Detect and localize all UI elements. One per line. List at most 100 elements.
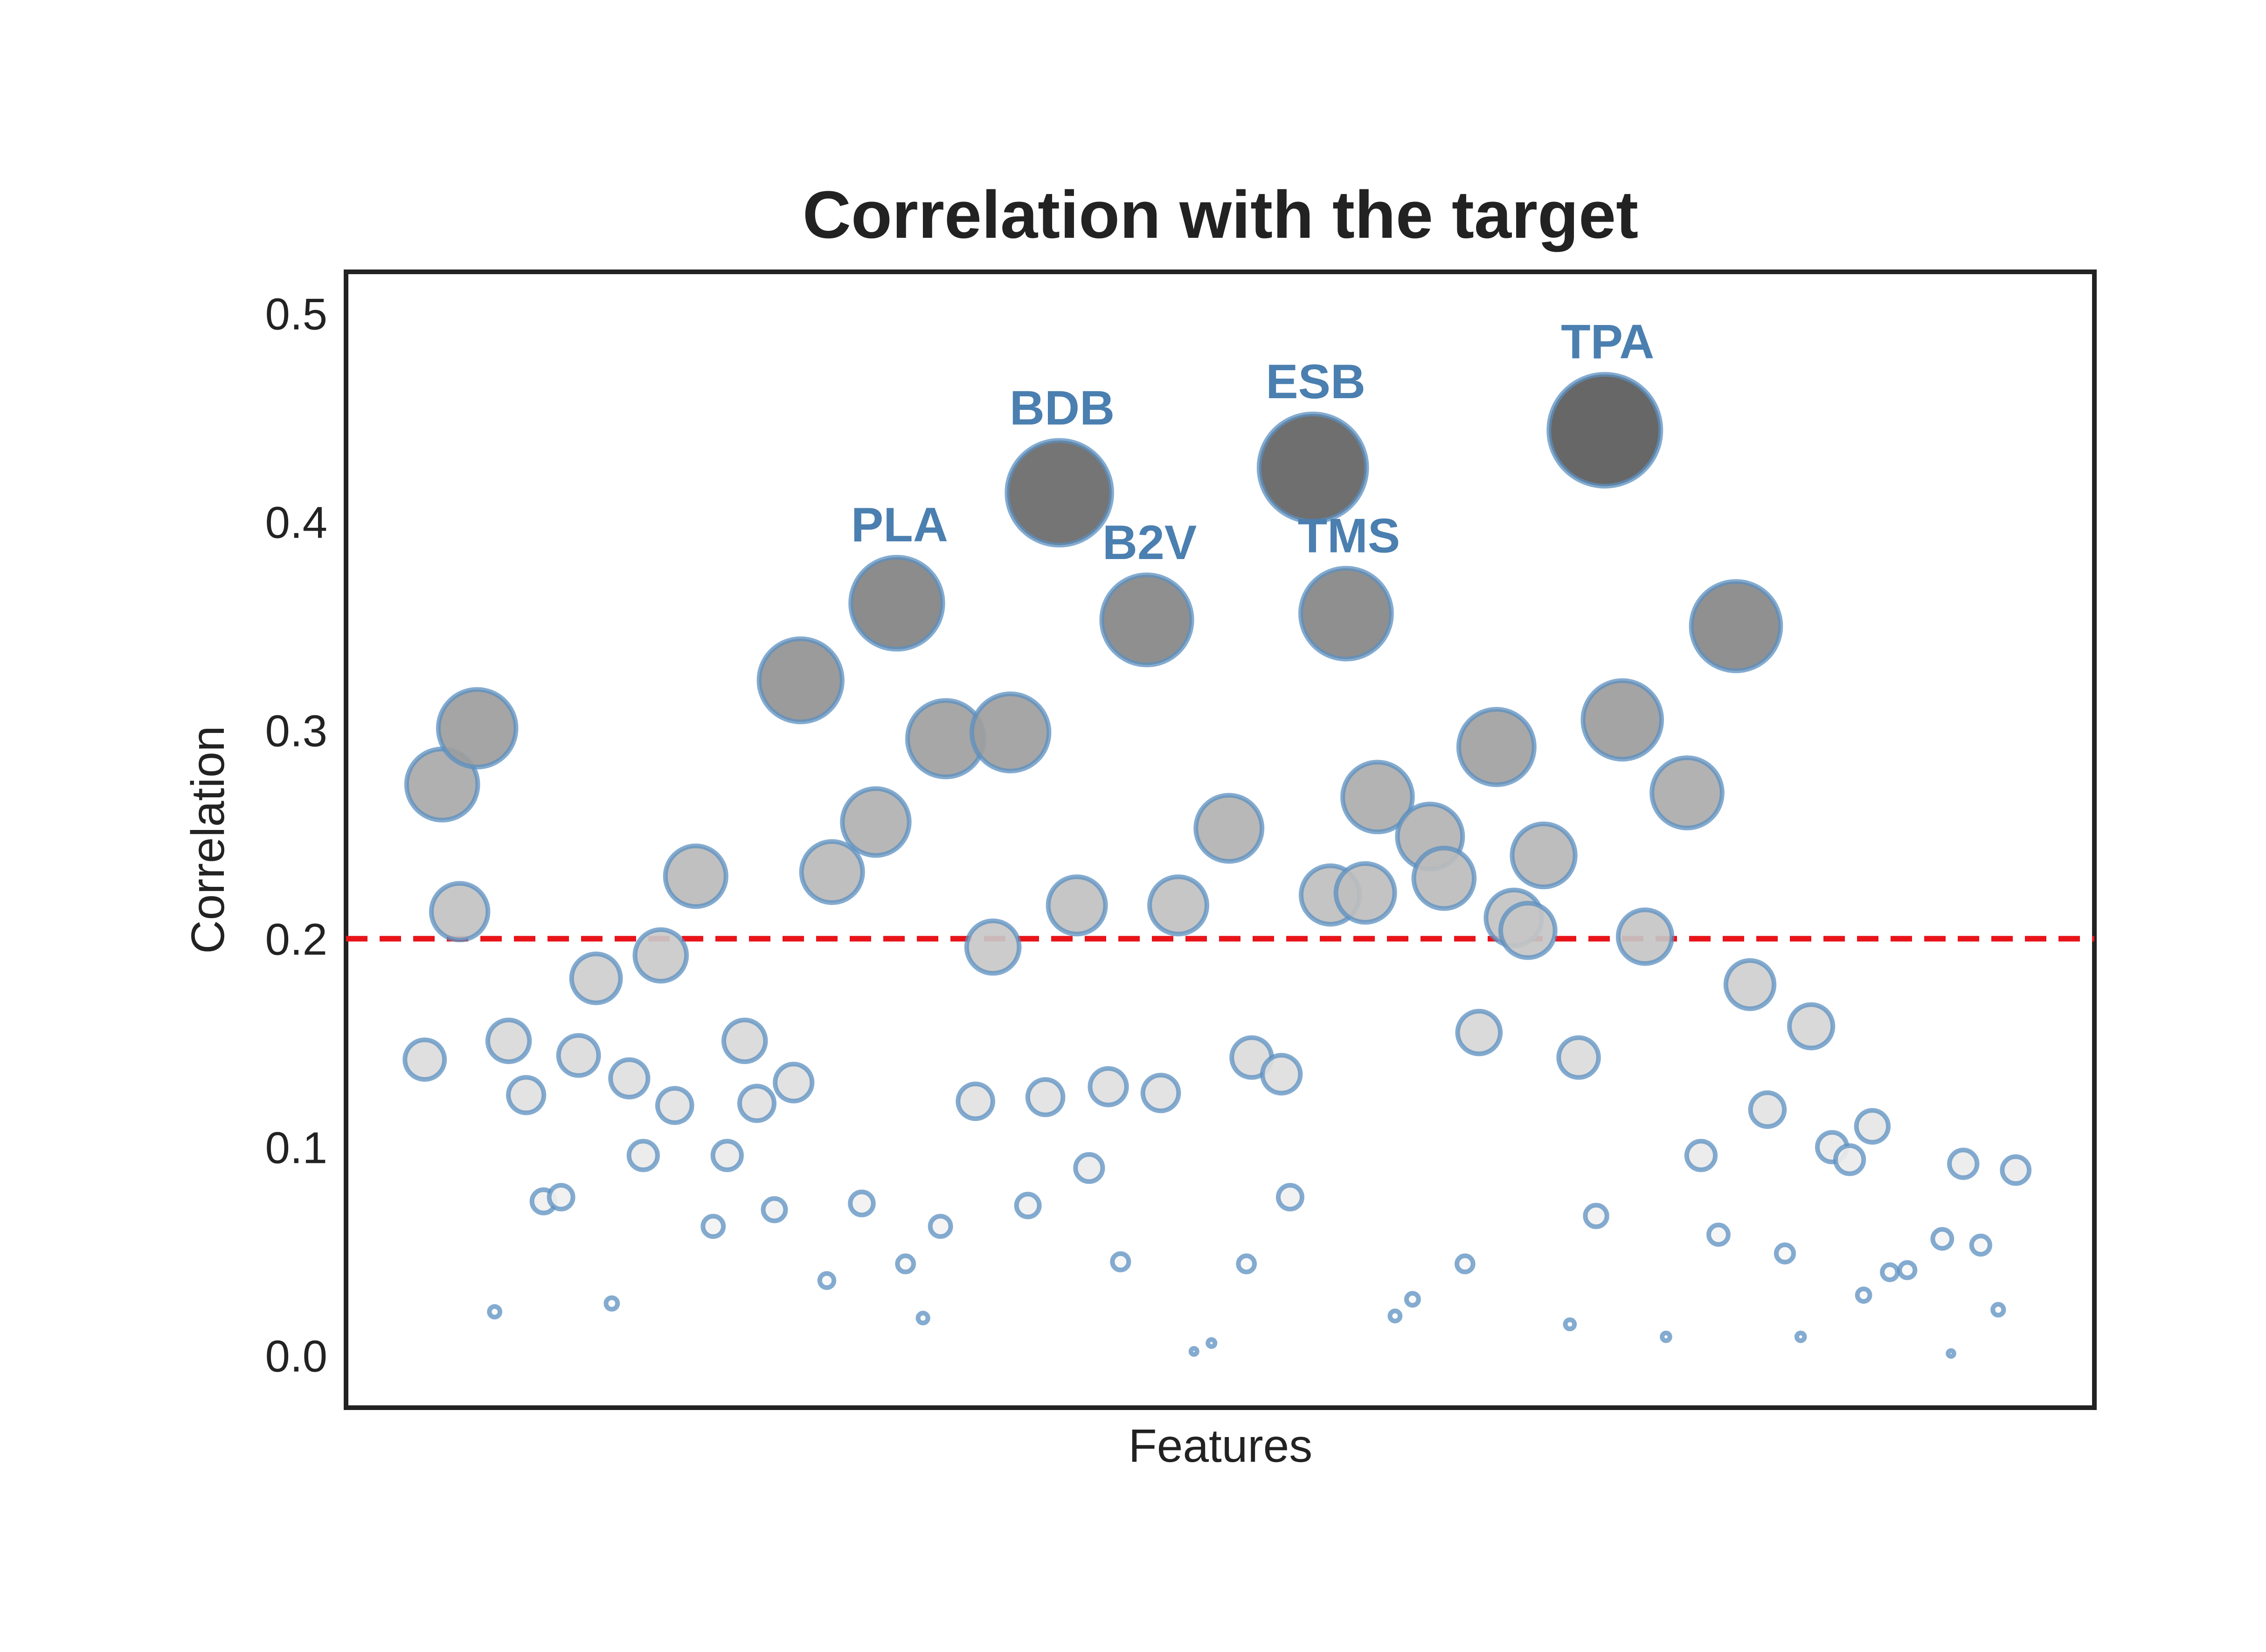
scatter-point [1340, 760, 1415, 835]
scatter-point [1854, 1108, 1891, 1145]
scatter-point [1455, 1253, 1476, 1274]
scatter-point [1748, 1090, 1787, 1129]
scatter-point [1947, 1147, 1980, 1180]
scatter-point [608, 1057, 651, 1099]
scatter-point [655, 1086, 694, 1125]
scatter-point [1404, 1291, 1421, 1308]
y-tick-label: 0.4 [265, 498, 327, 547]
scatter-point [1897, 1260, 1918, 1280]
scatter-point [1580, 678, 1664, 762]
scatter-point [603, 1295, 620, 1312]
y-tick-label: 0.1 [265, 1123, 327, 1173]
scatter-point [547, 1183, 575, 1212]
scatter-point [1510, 821, 1578, 890]
scatter-point [485, 1017, 532, 1064]
scatter-point [487, 1304, 503, 1320]
scatter-point [721, 1017, 768, 1064]
scatter-point [928, 1214, 953, 1239]
scatter-point [1014, 1191, 1042, 1219]
scatter-point [1256, 411, 1369, 524]
scatter-point [956, 1081, 995, 1121]
scatter-point [799, 839, 865, 905]
scatter-point [1236, 1253, 1257, 1274]
scatter-point [1787, 1002, 1836, 1051]
scatter-point [626, 1139, 660, 1172]
scatter-point [1188, 1346, 1199, 1357]
scatter-point [1073, 1152, 1105, 1184]
scatter-point [1140, 1072, 1181, 1113]
scatter-point [632, 927, 689, 984]
scatter-point [1456, 707, 1537, 788]
scatter-point [700, 1214, 726, 1239]
data-points [402, 372, 2032, 1359]
scatter-point [1147, 874, 1209, 937]
scatter-point [1005, 438, 1114, 548]
point-annotation: TMS [1298, 509, 1400, 563]
scatter-point [1723, 958, 1777, 1011]
scatter-point [1206, 1337, 1218, 1349]
scatter-point [1411, 845, 1477, 911]
scatter-point [1649, 755, 1725, 830]
point-annotation: TPA [1561, 315, 1654, 369]
scatter-point [1660, 1330, 1672, 1343]
scatter-point [1774, 1242, 1796, 1265]
scatter-point [840, 786, 912, 858]
scatter-point [1689, 579, 1783, 673]
scatter-point [817, 1271, 837, 1290]
scatter-point [1946, 1348, 1956, 1359]
scatter-point [663, 843, 728, 909]
scatter-point [2000, 1154, 2032, 1186]
scatter-point [556, 1033, 601, 1078]
scatter-point [1794, 1330, 1807, 1343]
scatter-point [1025, 1077, 1066, 1117]
point-annotation: PLA [851, 498, 948, 552]
scatter-point [402, 1037, 447, 1082]
scatter-point [1583, 1203, 1609, 1229]
scatter-point [710, 1139, 744, 1172]
scatter-point [737, 1084, 777, 1123]
chart-title: Correlation with the target [803, 177, 1638, 252]
scatter-point [1088, 1066, 1129, 1107]
scatter-point [506, 1075, 547, 1115]
scatter-point [773, 1062, 815, 1104]
scatter-point [429, 881, 491, 942]
scatter-point [1990, 1302, 2006, 1318]
scatter-point [1260, 1053, 1303, 1096]
point-annotations: PLA BDB B2V ESB TMS TPA [851, 315, 1654, 570]
scatter-point [1298, 566, 1394, 662]
point-annotation: ESB [1266, 355, 1365, 409]
scatter-point [1110, 1251, 1131, 1272]
scatter-point [1556, 1035, 1601, 1080]
y-tick-label: 0.0 [265, 1331, 327, 1381]
y-tick-label: 0.3 [265, 706, 327, 756]
scatter-point [848, 554, 945, 652]
y-axis-ticks: 0.0 0.1 0.2 0.3 0.4 0.5 [265, 289, 327, 1381]
scatter-point [1563, 1317, 1577, 1332]
scatter-point [915, 1311, 930, 1326]
scatter-point [1684, 1139, 1718, 1172]
scatter-point [1046, 874, 1108, 937]
scatter-point [1387, 1308, 1403, 1324]
scatter-point [1099, 572, 1194, 668]
point-annotation: B2V [1102, 516, 1197, 570]
x-axis-label: Features [1129, 1420, 1313, 1472]
scatter-point [1969, 1233, 1992, 1257]
scatter-point [756, 636, 845, 725]
y-axis-label: Correlation [182, 726, 234, 954]
scatter-point [1455, 1009, 1503, 1057]
scatter-point [1855, 1286, 1872, 1304]
scatter-point [1930, 1227, 1954, 1251]
scatter-point [436, 687, 519, 770]
scatter-point [1333, 861, 1397, 925]
y-tick-label: 0.2 [265, 914, 327, 964]
scatter-point [1498, 901, 1558, 960]
scatter-point [1193, 793, 1265, 864]
scatter-point [1275, 1183, 1304, 1212]
scatter-point [848, 1189, 876, 1217]
scatter-point [1880, 1262, 1900, 1282]
scatter-point [1833, 1143, 1866, 1176]
y-tick-label: 0.5 [265, 289, 327, 339]
scatter-point [969, 691, 1052, 774]
scatter-point [569, 951, 623, 1005]
